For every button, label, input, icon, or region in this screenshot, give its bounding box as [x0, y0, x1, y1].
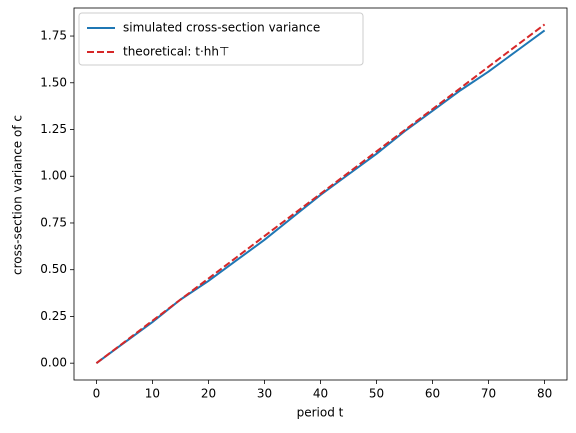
y-tick-label: 0.25: [40, 309, 67, 323]
x-axis-label: period t: [297, 406, 344, 420]
x-tick-label: 10: [145, 387, 160, 401]
y-tick-label: 0.00: [40, 356, 67, 370]
x-tick-label: 0: [93, 387, 101, 401]
x-tick-label: 80: [537, 387, 552, 401]
x-tick-label: 20: [201, 387, 216, 401]
y-tick-label: 1.00: [40, 169, 67, 183]
y-tick-label: 0.50: [40, 262, 67, 276]
plot-frame: [73, 7, 568, 381]
legend-label: theoretical: t⋅hh⊤: [123, 45, 229, 59]
legend-label: simulated cross-section variance: [123, 21, 320, 35]
y-tick-label: 1.75: [40, 29, 67, 43]
y-tick-label: 0.75: [40, 215, 67, 229]
x-tick-label: 70: [481, 387, 496, 401]
x-tick-label: 50: [369, 387, 384, 401]
legend-box: [78, 12, 364, 66]
x-tick-label: 30: [257, 387, 272, 401]
y-axis-label: cross-section variance of c: [11, 115, 25, 275]
series-line: [95, 23, 546, 364]
y-tick-label: 1.25: [40, 122, 67, 136]
x-tick-label: 40: [313, 387, 328, 401]
y-tick-label: 1.50: [40, 75, 67, 89]
x-tick-label: 60: [425, 387, 440, 401]
